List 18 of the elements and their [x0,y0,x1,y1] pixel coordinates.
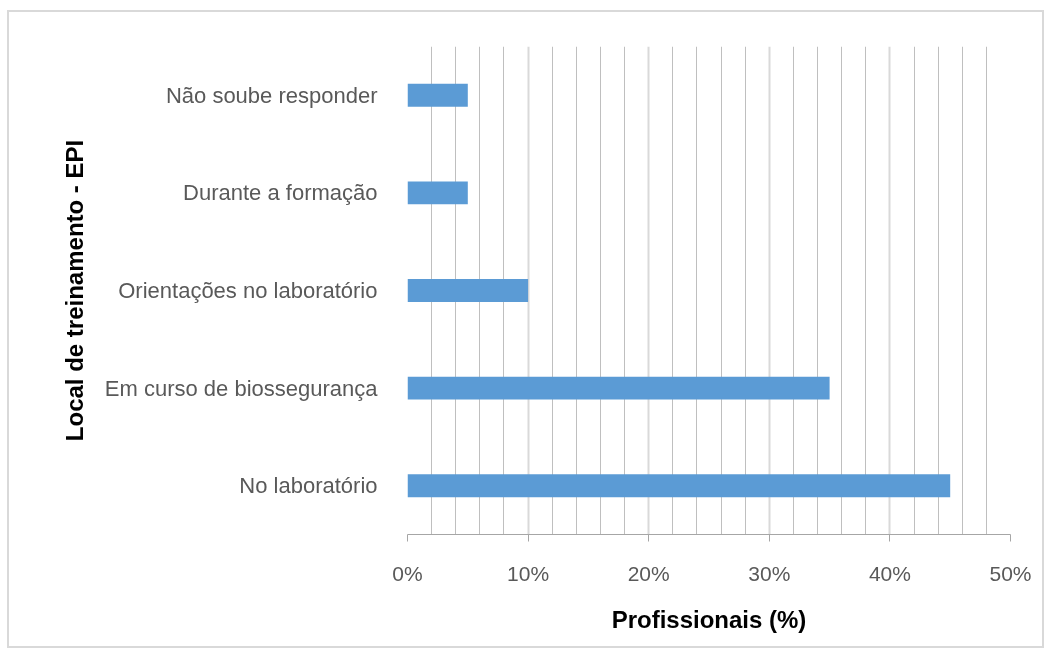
bar [407,376,830,400]
y-tick-label: No laboratório [239,473,378,499]
bar [407,279,529,302]
x-tick-label: 10% [507,561,550,585]
y-tick-label: Não soube responder [165,82,378,108]
x-tick-label: 40% [868,561,911,585]
x-axis-title: Profissionais (%) [611,605,807,633]
x-tick-label: 0% [392,561,423,585]
x-tick-label: 20% [627,561,670,585]
bar [407,181,468,205]
y-tick-label: Em curso de biossegurança [104,375,379,401]
x-tick-label: 50% [989,561,1032,585]
bar [407,474,951,498]
y-tick-label: Durante a formação [183,180,378,206]
bar [407,83,468,107]
y-axis-title: Local de treinamento - EPI [60,139,88,442]
x-tick-label: 30% [748,561,791,585]
y-tick-label: Orientações no laboratório [118,278,378,303]
